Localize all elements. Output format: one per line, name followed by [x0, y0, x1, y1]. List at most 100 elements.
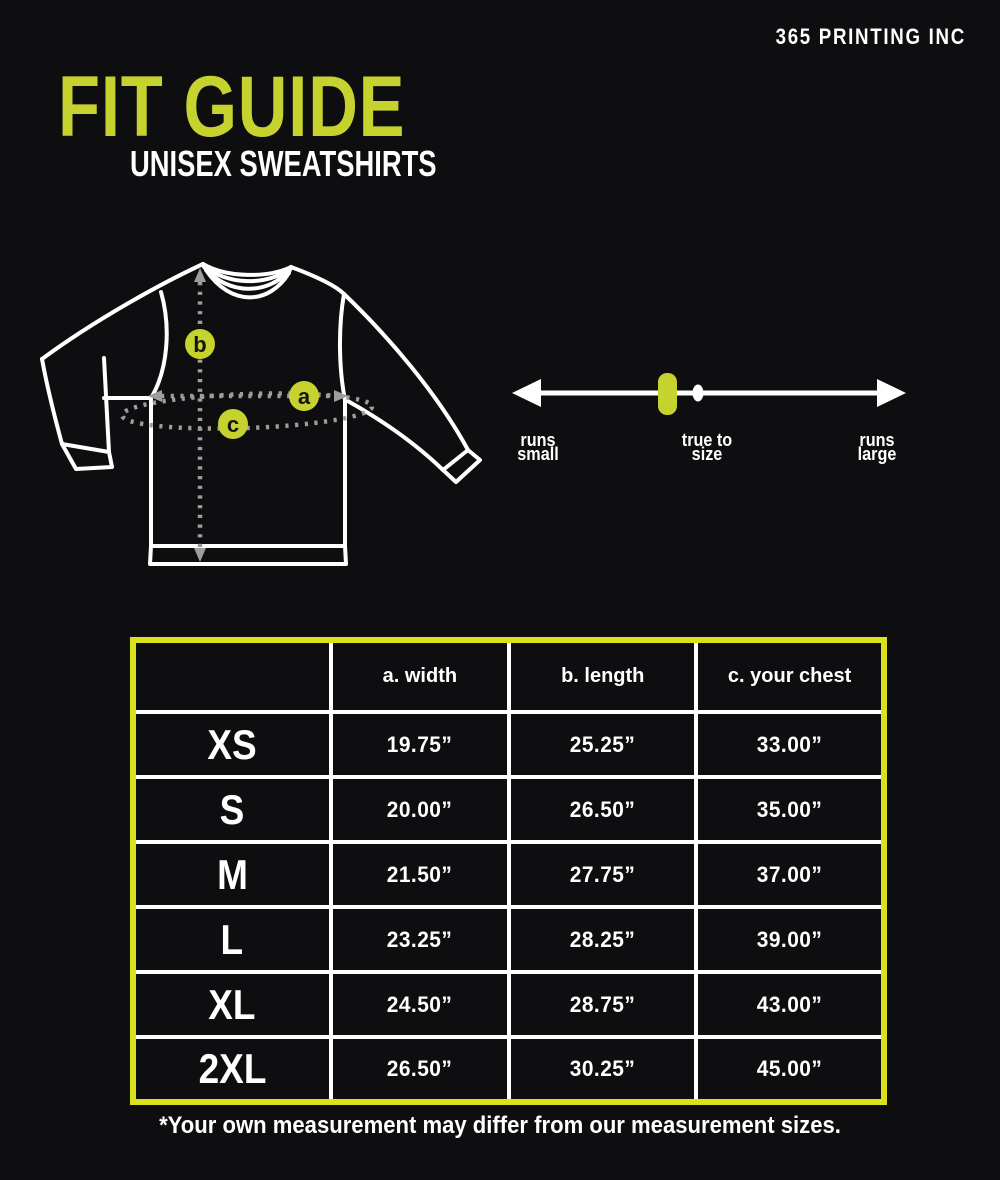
width-cell: 20.00” [328, 775, 512, 844]
size-cell: XS [131, 710, 333, 779]
left-armhole-seam [149, 290, 169, 400]
fit-scale-label-line: runs [859, 430, 895, 450]
marker-c-circle [218, 409, 248, 439]
collar-neckline [204, 268, 291, 300]
right-sleeve-top-edge [342, 292, 470, 452]
marker-b-circle [185, 329, 215, 359]
length-value: 25.25” [569, 731, 636, 757]
chest-value: 37.00” [756, 861, 823, 887]
sweatshirt-diagram: b a c [40, 262, 906, 566]
fit-scale-label-runs-small: runs small [480, 430, 597, 464]
column-header-label: c. your chest [727, 665, 852, 687]
size-row-m: M 21.50” 27.75” 37.00” [131, 840, 886, 909]
left-cuff [60, 442, 114, 471]
width-value: 24.50” [387, 991, 453, 1017]
right-shoulder-edge [289, 265, 346, 296]
width-value: 19.75” [387, 731, 453, 757]
column-header-length: b. length [507, 638, 699, 714]
chest-value: 39.00” [756, 926, 823, 952]
width-value: 21.50” [387, 861, 453, 887]
collar-rib-2 [201, 263, 293, 284]
length-value: 28.25” [569, 926, 636, 952]
length-cell: 25.25” [507, 710, 699, 779]
length-cell: 28.25” [507, 905, 699, 974]
width-arrow-left-icon [148, 390, 162, 402]
width-cell: 26.50” [328, 1035, 512, 1104]
width-cell: 21.50” [328, 840, 512, 909]
length-cell: 28.75” [507, 970, 699, 1039]
size-label: S [219, 785, 245, 833]
width-cell: 23.25” [328, 905, 512, 974]
size-label: XS [207, 720, 257, 768]
column-header-label: b. length [561, 665, 645, 687]
column-header-chest: c. your chest [694, 638, 886, 714]
left-sleeve-top-edge [40, 262, 205, 361]
marker-b-label: b [193, 332, 206, 357]
fit-scale-arrow-right-icon [877, 379, 906, 407]
corner-cell [131, 638, 333, 714]
chest-cell: 39.00” [694, 905, 886, 974]
width-arrow-right-icon [334, 390, 348, 402]
fit-scale-label-line: runs [520, 430, 556, 450]
right-cuff [441, 448, 482, 484]
column-header-label: a. width [382, 665, 458, 687]
chest-cell: 43.00” [694, 970, 886, 1039]
size-cell: M [131, 840, 333, 909]
size-row-l: L 23.25” 28.25” 39.00” [131, 905, 886, 974]
chest-cell: 37.00” [694, 840, 886, 909]
chest-cell: 45.00” [694, 1035, 886, 1104]
page-subtitle: UNISEX SWEATSHIRTS [130, 143, 437, 184]
hem-band [148, 544, 348, 566]
marker-c-label: c [227, 412, 239, 437]
fit-scale-indicator [658, 373, 677, 415]
width-value: 26.50” [387, 1056, 453, 1081]
size-chart-header-row: a. width b. length c. your chest [131, 638, 886, 714]
size-chart-table: a. width b. length c. your chest XS 19.7… [130, 637, 887, 1105]
size-label: 2XL [198, 1045, 267, 1092]
length-cell: 30.25” [507, 1035, 699, 1104]
size-cell: 2XL [131, 1035, 333, 1104]
marker-a-circle [289, 381, 319, 411]
chest-dotted-ellipse [119, 391, 375, 431]
fit-scale-label-line: large [857, 444, 897, 464]
length-arrow-up-icon [194, 268, 206, 282]
size-row-xs: XS 19.75” 25.25” 33.00” [131, 710, 886, 779]
left-sleeve-inner-edge [102, 356, 111, 454]
length-cell: 27.75” [507, 840, 699, 909]
width-value: 20.00” [387, 796, 453, 822]
marker-a-label: a [298, 384, 311, 409]
chest-cell: 33.00” [694, 710, 886, 779]
marker-c: c [218, 409, 248, 439]
size-chart: a. width b. length c. your chest XS 19.7… [130, 637, 887, 1105]
collar-rib-1 [201, 262, 293, 277]
fit-scale-arrow-left-icon [512, 379, 541, 407]
size-row-2xl: 2XL 26.50” 30.25” 45.00” [131, 1035, 886, 1104]
length-value: 27.75” [569, 861, 636, 887]
length-cell: 26.50” [507, 775, 699, 844]
chest-value: 43.00” [756, 991, 823, 1017]
length-value: 26.50” [569, 796, 636, 822]
length-arrow-down-icon [194, 548, 206, 562]
measurement-guides [119, 268, 375, 562]
marker-b: b [185, 329, 215, 359]
brand-name: 365 PRINTING INC [775, 24, 966, 49]
column-header-width: a. width [328, 638, 512, 714]
fit-scale-center-dot [692, 384, 704, 402]
left-sleeve-outer-edge [40, 357, 64, 446]
size-cell: L [131, 905, 333, 974]
size-row-xl: XL 24.50” 28.75” 43.00” [131, 970, 886, 1039]
length-value: 28.75” [569, 991, 636, 1017]
fit-scale-label-line: size [691, 444, 723, 464]
size-label: M [216, 850, 248, 898]
fit-scale-label-line: true to [681, 430, 733, 450]
right-sleeve-inner-edge [344, 398, 445, 472]
right-armhole-seam [337, 292, 347, 402]
page-title: FIT GUIDE [58, 59, 406, 155]
size-label: L [220, 915, 244, 963]
sweatshirt-outline [40, 262, 482, 566]
chest-cell: 35.00” [694, 775, 886, 844]
size-row-s: S 20.00” 26.50” 35.00” [131, 775, 886, 844]
width-cell: 19.75” [328, 710, 512, 779]
fit-scale-label-line: small [517, 444, 559, 464]
